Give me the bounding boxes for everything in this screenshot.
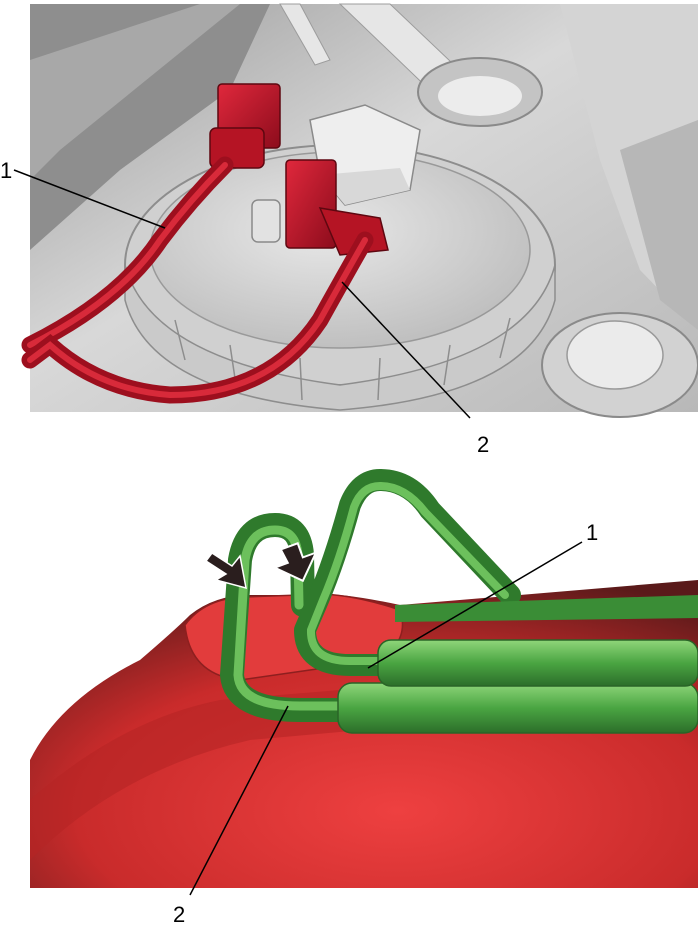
pipe-tube bbox=[279, 3, 331, 66]
leader-line-2-bottom bbox=[189, 705, 289, 896]
oval-opening-inner bbox=[438, 76, 522, 116]
green-hose-2-sleeve bbox=[337, 682, 698, 734]
leader-line-2-top bbox=[341, 281, 471, 419]
leader-line-1-top bbox=[13, 169, 166, 229]
gray-post bbox=[251, 199, 281, 243]
push-arrow-left-icon bbox=[204, 551, 247, 590]
green-hose-2-highlight bbox=[233, 525, 345, 711]
white-connector-face bbox=[320, 168, 410, 205]
red-hose-2-highlight bbox=[27, 237, 368, 399]
leader-line-1-bottom bbox=[367, 541, 583, 669]
green-hose-1-sleeve bbox=[377, 639, 698, 687]
callout-label-2-top: 2 bbox=[477, 432, 489, 457]
connector-2 bbox=[285, 159, 389, 256]
green-hose-1-highlight bbox=[307, 482, 509, 665]
right-housing-shade bbox=[620, 120, 698, 330]
red-hose-1-highlight bbox=[27, 162, 228, 348]
top-figure: 1 2 bbox=[0, 3, 698, 457]
bottom-figure: 1 2 bbox=[30, 469, 698, 927]
small-cap-top bbox=[566, 320, 664, 390]
green-hose-1 bbox=[294, 469, 521, 676]
callout-label-2-bottom: 2 bbox=[173, 902, 185, 927]
green-hose-rear bbox=[395, 595, 698, 622]
callout-label-1-bottom: 1 bbox=[586, 520, 598, 545]
push-arrow-right-icon bbox=[272, 542, 318, 583]
frame-member-highlight bbox=[30, 4, 240, 180]
callout-label-1-top: 1 bbox=[0, 158, 12, 183]
cap-ring-tabs bbox=[174, 317, 511, 401]
